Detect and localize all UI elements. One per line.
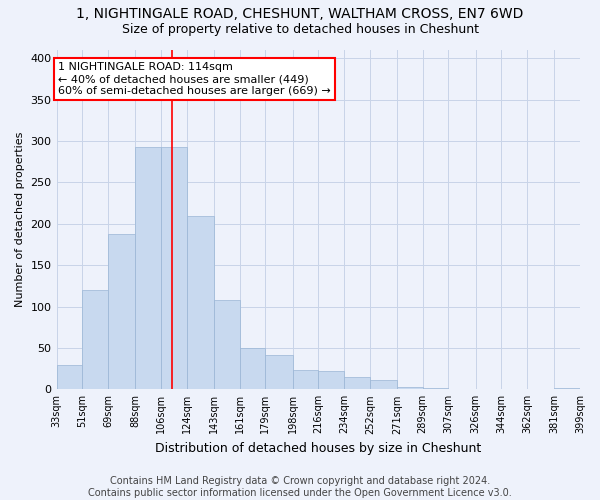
Bar [108,234,135,390]
Bar [239,348,265,390]
Bar [422,388,448,390]
Bar [214,300,239,390]
Bar [56,366,82,390]
Bar [554,388,580,390]
Bar [265,356,293,390]
Text: 1 NIGHTINGALE ROAD: 114sqm
← 40% of detached houses are smaller (449)
60% of sem: 1 NIGHTINGALE ROAD: 114sqm ← 40% of deta… [58,62,331,96]
X-axis label: Distribution of detached houses by size in Cheshunt: Distribution of detached houses by size … [155,442,481,455]
Text: Contains HM Land Registry data © Crown copyright and database right 2024.
Contai: Contains HM Land Registry data © Crown c… [88,476,512,498]
Bar [344,377,370,390]
Y-axis label: Number of detached properties: Number of detached properties [15,132,25,308]
Bar [318,371,344,390]
Bar [397,387,422,390]
Bar [161,147,187,390]
Bar [293,370,318,390]
Text: Size of property relative to detached houses in Cheshunt: Size of property relative to detached ho… [121,22,479,36]
Text: 1, NIGHTINGALE ROAD, CHESHUNT, WALTHAM CROSS, EN7 6WD: 1, NIGHTINGALE ROAD, CHESHUNT, WALTHAM C… [76,8,524,22]
Bar [187,216,214,390]
Bar [370,380,397,390]
Bar [135,147,161,390]
Bar [82,290,108,390]
